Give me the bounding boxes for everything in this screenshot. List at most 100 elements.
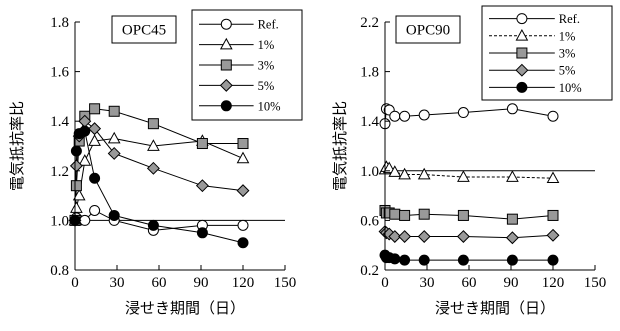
right-series-2-point-3: [389, 208, 401, 220]
right-series-2-point-7: [506, 213, 518, 225]
left-x-tick-label-3: 90: [194, 275, 209, 291]
right-series-1-point-7: [506, 170, 519, 182]
right-series-0-point-3: [389, 110, 401, 122]
right-x-tick-label-0: 0: [381, 275, 389, 291]
right-series-1-point-3: [388, 165, 402, 177]
left-series-1-point-2: [72, 188, 86, 201]
left-series-3-point-1: [69, 159, 83, 173]
left-series-3-point-7: [195, 179, 209, 193]
right-legend-marker-2: [516, 47, 528, 59]
right-series-3-point-5: [417, 230, 431, 243]
right-y-tick-label-4: 1.8: [360, 65, 379, 81]
left-panel-label-box: [111, 15, 177, 44]
left-series-2-point-4: [89, 103, 101, 115]
right-legend-marker-3: [515, 63, 529, 77]
left-chart-panel: 0 30 60 90 120 150 0.8 1.0 1.2 1.4 1.6 1.8 浸せき期間（日） 電…: [9, 9, 303, 317]
right-legend-marker-0: [516, 13, 528, 25]
right-series-line-4: [384, 254, 553, 261]
left-series-3-point-8: [236, 184, 250, 198]
right-panel-label: OPC90: [406, 23, 450, 39]
right-series-2-point-4: [399, 209, 411, 221]
right-series-0-point-4: [399, 110, 411, 122]
right-legend: Ref. 1% 3% 5% 10%: [481, 5, 613, 101]
left-x-tick-label-4: 120: [232, 275, 255, 291]
left-y-tick-label-2: 1.2: [50, 164, 69, 180]
left-series-2-point-6: [147, 118, 159, 130]
left-series-1-point-8: [236, 151, 250, 164]
right-x-tick-label-5: 150: [584, 275, 607, 291]
left-legend-label-4: 10%: [258, 99, 281, 113]
right-series-0-point-5: [418, 109, 430, 121]
right-y-tick-label-5: 2.2: [360, 15, 379, 31]
right-legend-label-4: 10%: [559, 81, 582, 95]
left-series-4-point-7: [196, 227, 208, 239]
left-series-1-point-6: [147, 139, 160, 151]
right-series-4-point-4: [399, 254, 411, 266]
right-series-line-0: [384, 108, 554, 124]
right-legend-marker-4: [516, 81, 528, 93]
right-series-4-point-5: [418, 254, 430, 266]
right-series-1-point-8: [546, 171, 560, 184]
left-series-4-point-1: [70, 145, 82, 157]
left-legend-label-3: 5%: [258, 79, 275, 93]
right-y-tick-label-0: 0.2: [360, 263, 379, 279]
right-series-1-point-4: [398, 167, 411, 180]
left-series-3-point-5: [107, 146, 121, 160]
right-panel-label-box: [395, 15, 461, 44]
left-y-tick-label-5: 1.8: [50, 15, 69, 31]
right-series-0-point-6: [457, 107, 469, 119]
right-y-axis-label: 電気抵抗率比: [332, 101, 349, 191]
right-legend-label-1: 1%: [559, 29, 576, 43]
left-series-4-point-6: [147, 219, 159, 231]
right-series-4-point-7: [506, 254, 518, 266]
right-x-axis-label: 浸せき期間（日）: [435, 300, 555, 317]
right-series-4-point-3: [389, 253, 401, 265]
left-series-line-2: [74, 108, 243, 221]
right-legend-marker-1: [515, 29, 529, 41]
left-series-0-point-4: [89, 204, 101, 216]
right-series-3-point-8: [546, 228, 560, 242]
right-series-2-point-6: [457, 209, 469, 221]
left-legend-label-2: 3%: [258, 59, 275, 73]
left-series-2-point-1: [70, 180, 82, 192]
right-legend-label-0: Ref.: [559, 12, 580, 26]
right-series-1-point-6: [457, 170, 470, 182]
left-series-4-point-8: [237, 237, 249, 249]
right-series-line-2: [384, 210, 554, 220]
right-series-2-point-8: [547, 209, 559, 221]
left-series-4-point-4: [89, 172, 101, 184]
left-y-tick-label-3: 1.4: [50, 114, 69, 130]
left-series-2-point-7: [196, 138, 208, 150]
right-y-tick-label-2: 1.0: [360, 164, 379, 180]
left-series-0-point-8: [237, 219, 249, 231]
left-legend-marker-4: [220, 100, 232, 112]
left-legend-marker-3: [219, 78, 233, 92]
left-y-tick-label-4: 1.6: [50, 65, 69, 81]
left-series-3-point-4: [88, 122, 102, 136]
right-legend-label-3: 5%: [559, 64, 576, 78]
right-series-3-point-4: [398, 230, 412, 243]
right-chart-panel: 0 30 60 90 120 150 0.2 0.6 1.0 1.4 1.8 2.2 浸せき期間（日） 電…: [332, 5, 613, 317]
right-x-tick-label-3: 90: [504, 275, 519, 291]
left-x-tick-label-2: 60: [152, 275, 167, 291]
left-series-line-1: [74, 138, 244, 221]
left-panel-label: OPC45: [122, 23, 166, 39]
right-series-4-point-8: [547, 254, 559, 266]
right-y-tick-label-3: 1.4: [360, 114, 379, 130]
left-x-tick-label-5: 150: [274, 275, 297, 291]
left-series-1-point-4: [88, 134, 101, 146]
left-x-axis-label: 浸せき期間（日）: [125, 300, 245, 317]
right-x-tick-label-4: 120: [542, 275, 565, 291]
left-x-tick-label-1: 30: [110, 275, 125, 291]
left-series-4-point-3: [79, 125, 91, 137]
left-legend-marker-0: [220, 18, 232, 30]
right-series-1-point-2: [382, 161, 396, 174]
left-series-1-point-3: [78, 154, 92, 166]
right-x-tick-label-2: 60: [462, 275, 477, 291]
left-series-2-point-5: [108, 105, 120, 117]
left-series-1-point-5: [107, 131, 121, 144]
left-y-tick-label-0: 0.8: [50, 263, 69, 279]
left-series-line-3: [74, 120, 244, 221]
